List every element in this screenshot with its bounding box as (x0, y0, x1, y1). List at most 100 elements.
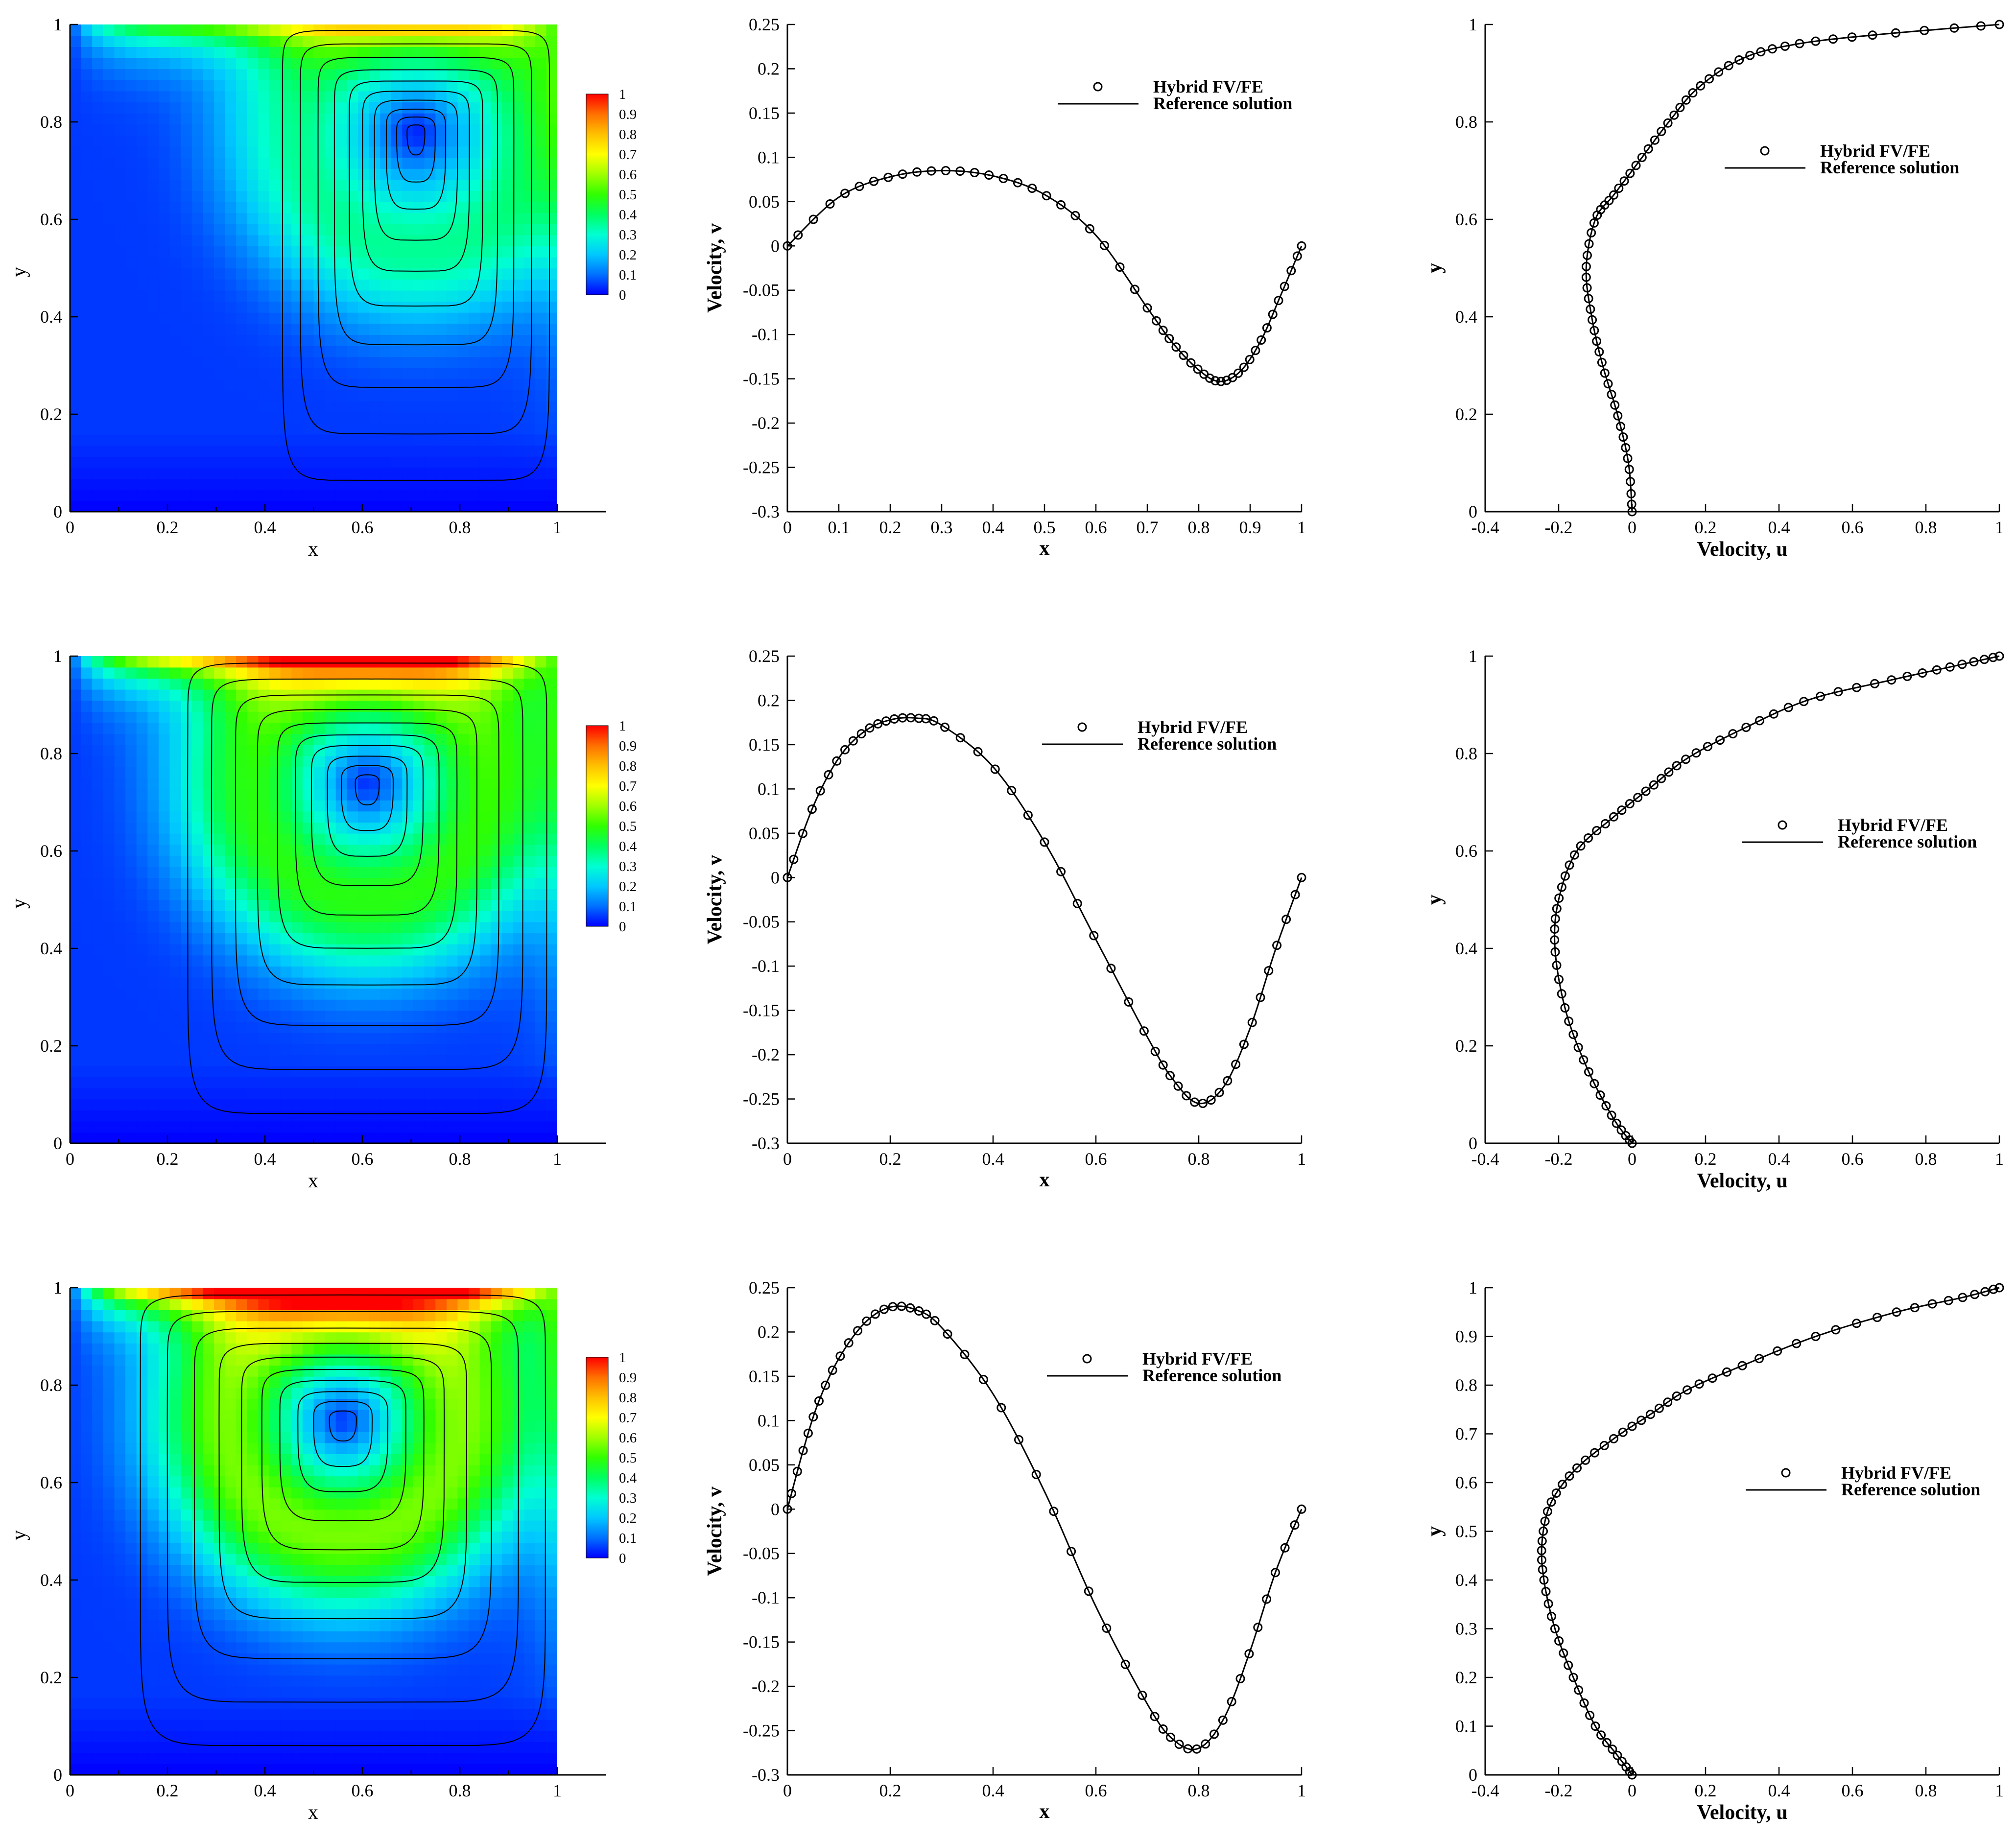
field-cell (380, 966, 392, 978)
field-cell (424, 390, 436, 401)
field-cell (347, 456, 358, 468)
field-cell (103, 778, 115, 790)
field-cell (358, 345, 370, 357)
hybrid-markers (783, 166, 1306, 386)
field-cell (236, 102, 248, 114)
field-cell (446, 778, 458, 790)
field-cell (491, 57, 502, 70)
field-cell (513, 1032, 524, 1044)
field-cell (358, 866, 370, 878)
field-cell (258, 478, 270, 490)
field-cell (469, 1077, 480, 1088)
field-cell (524, 667, 536, 679)
field-cell (491, 102, 502, 114)
field-cell (136, 844, 148, 856)
field-cell (369, 1021, 380, 1033)
field-cell (402, 102, 414, 114)
field-cell (335, 500, 348, 512)
field-cell (114, 1010, 126, 1022)
field-cell (524, 722, 536, 734)
field-cell (546, 434, 557, 446)
field-cell (191, 1531, 204, 1543)
field-cell (203, 1032, 214, 1044)
field-cell (413, 1099, 425, 1110)
field-cell (291, 57, 303, 70)
panel-v-profile-case-1: 0 0.1 0.2 0.3 0.4 0.5 0.6 0.7 0.8 0.9 1-0.3-0.25-0… (704, 15, 1306, 560)
field-cell (258, 135, 270, 147)
field-cell (103, 755, 115, 767)
field-cell (524, 390, 536, 401)
field-cell (81, 755, 93, 767)
field-cell (92, 312, 104, 324)
field-cell (291, 966, 303, 978)
field-cell (114, 744, 126, 756)
field-cell (358, 290, 370, 302)
field-cell (335, 246, 348, 258)
field-cell (325, 102, 336, 114)
field-cell (469, 478, 480, 490)
field-cell (81, 678, 93, 690)
field-cell (325, 467, 336, 479)
field-cell (302, 955, 314, 967)
field-cell (81, 1697, 93, 1709)
field-cell (335, 667, 348, 679)
field-cell (125, 1664, 137, 1676)
field-cell (391, 1055, 403, 1066)
hybrid-marker (1617, 805, 1627, 815)
field-cell (158, 334, 170, 346)
field-cell (158, 1631, 170, 1643)
field-cell (92, 1697, 104, 1709)
field-cell (169, 877, 181, 889)
field-cell (413, 1010, 425, 1022)
field-cell (258, 35, 270, 47)
field-cell (335, 35, 348, 47)
hybrid-marker (1576, 841, 1586, 851)
field-cell (302, 1032, 314, 1044)
field-cell (291, 800, 303, 812)
field-cell (435, 445, 447, 457)
field-cell (413, 711, 425, 723)
field-cell (191, 921, 204, 934)
field-cell (269, 767, 281, 778)
field-cell (158, 1454, 170, 1465)
field-cell (380, 102, 392, 114)
hybrid-marker (1783, 703, 1793, 712)
field-cell (114, 1043, 126, 1055)
field-cell (214, 1608, 226, 1621)
field-cell (158, 146, 170, 158)
field-cell (169, 1686, 181, 1698)
field-cell (81, 1642, 93, 1653)
field-cell (391, 1032, 403, 1044)
field-cell (469, 800, 480, 812)
field-cell (501, 689, 514, 701)
field-cell (158, 456, 170, 468)
field-cell (501, 1055, 514, 1066)
field-cell (136, 1043, 148, 1055)
field-cell (214, 1043, 226, 1055)
field-cell (469, 445, 480, 457)
field-cell (191, 755, 204, 767)
field-cell (446, 921, 458, 934)
field-cell (501, 1010, 514, 1022)
field-cell (236, 401, 248, 413)
field-cell (158, 1697, 170, 1709)
field-cell (147, 778, 159, 790)
field-cell (147, 1442, 159, 1454)
field-cell (70, 667, 82, 679)
field-cell (70, 733, 82, 745)
field-cell (369, 301, 380, 313)
field-cell (136, 1664, 148, 1676)
field-cell (469, 678, 480, 690)
field-cell (413, 678, 425, 690)
field-cell (269, 966, 281, 978)
field-cell (313, 1132, 325, 1143)
field-cell (402, 921, 414, 934)
x-tick-label: 0.8 (1188, 1149, 1210, 1169)
field-cell (125, 1332, 137, 1344)
field-cell (225, 47, 237, 58)
field-cell (103, 201, 115, 213)
field-cell (435, 423, 447, 435)
field-cell (214, 711, 226, 723)
field-cell (258, 489, 270, 501)
field-cell (391, 500, 403, 512)
